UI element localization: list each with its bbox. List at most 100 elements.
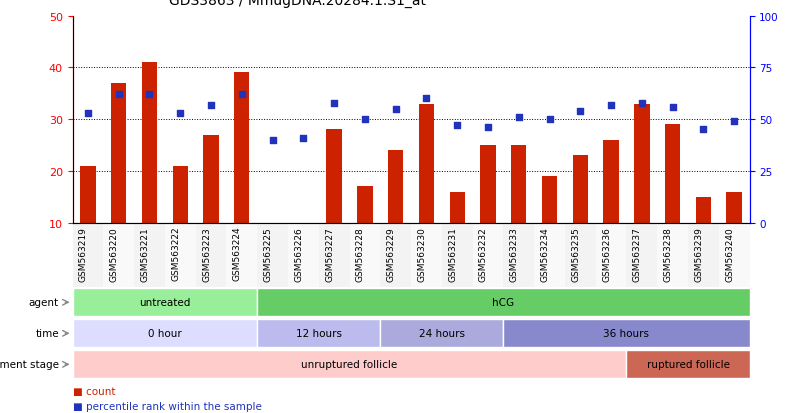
Bar [318,223,350,287]
Bar [165,223,196,287]
Text: GSM563228: GSM563228 [356,226,365,281]
Bar [234,73,250,223]
Bar [419,104,434,223]
Bar [565,223,596,287]
Point [389,106,402,113]
Text: GSM563230: GSM563230 [418,226,426,281]
Text: GSM563234: GSM563234 [541,226,550,281]
Point [543,116,556,123]
Bar [472,223,504,287]
Bar [380,223,411,287]
Point [359,116,372,123]
Bar [357,187,372,223]
Text: unruptured follicle: unruptured follicle [301,359,397,370]
Text: GSM563229: GSM563229 [387,226,396,281]
Point [328,100,341,107]
Bar [226,223,257,287]
Text: GSM563227: GSM563227 [325,226,334,281]
Bar [626,351,750,378]
Text: GSM563237: GSM563237 [633,226,642,281]
Bar [504,320,750,347]
Bar [542,177,557,223]
Bar [442,223,472,287]
Text: GSM563236: GSM563236 [602,226,611,281]
Text: GSM563239: GSM563239 [695,226,704,281]
Point [143,92,156,98]
Text: GSM563221: GSM563221 [140,226,149,281]
Point [667,104,679,111]
Bar [257,320,380,347]
Point [513,114,526,121]
Bar [73,320,257,347]
Bar [73,223,103,287]
Text: GDS3863 / MmugDNA.20284.1.S1_at: GDS3863 / MmugDNA.20284.1.S1_at [169,0,426,8]
Bar [604,140,619,223]
Bar [657,223,688,287]
Bar [665,125,680,223]
Bar [196,223,226,287]
Bar [534,223,565,287]
Point [420,96,433,102]
Point [112,92,125,98]
Bar [257,289,750,316]
Bar [572,156,588,223]
Bar [134,223,165,287]
Text: 24 hours: 24 hours [419,328,465,339]
Bar [103,223,134,287]
Point [235,92,248,98]
Text: GSM563224: GSM563224 [233,226,242,281]
Bar [511,146,526,223]
Bar [203,135,218,223]
Text: agent: agent [29,297,59,308]
Bar [634,104,650,223]
Text: ■ percentile rank within the sample: ■ percentile rank within the sample [73,401,261,411]
Bar [172,166,188,223]
Bar [73,351,626,378]
Point [635,100,648,107]
Bar [288,223,318,287]
Text: 0 hour: 0 hour [148,328,181,339]
Point [574,108,587,115]
Text: hCG: hCG [492,297,514,308]
Text: GSM563222: GSM563222 [171,226,181,281]
Point [728,119,741,125]
Text: GSM563219: GSM563219 [79,226,88,281]
Bar [350,223,380,287]
Text: GSM563226: GSM563226 [294,226,303,281]
Bar [450,192,465,223]
Text: time: time [35,328,59,339]
Text: ruptured follicle: ruptured follicle [646,359,729,370]
Bar [480,146,496,223]
Bar [719,223,750,287]
Text: 12 hours: 12 hours [296,328,342,339]
Point [266,137,279,144]
Point [297,135,310,142]
Text: GSM563232: GSM563232 [479,226,488,281]
Point [81,110,94,117]
Bar [596,223,626,287]
Point [174,110,187,117]
Text: 36 hours: 36 hours [604,328,650,339]
Text: untreated: untreated [139,297,190,308]
Bar [504,223,534,287]
Point [205,102,218,109]
Text: GSM563240: GSM563240 [725,226,734,281]
Point [604,102,617,109]
Bar [696,197,711,223]
Text: GSM563238: GSM563238 [663,226,673,281]
Bar [73,289,257,316]
Point [481,125,494,131]
Text: GSM563225: GSM563225 [264,226,272,281]
Bar [688,223,719,287]
Bar [388,151,403,223]
Point [451,123,463,129]
Text: GSM563223: GSM563223 [202,226,211,281]
Text: GSM563231: GSM563231 [448,226,457,281]
Text: GSM563233: GSM563233 [509,226,519,281]
Text: development stage: development stage [0,359,59,370]
Text: GSM563235: GSM563235 [571,226,580,281]
Bar [257,223,288,287]
Bar [626,223,657,287]
Bar [411,223,442,287]
Text: ■ count: ■ count [73,387,115,396]
